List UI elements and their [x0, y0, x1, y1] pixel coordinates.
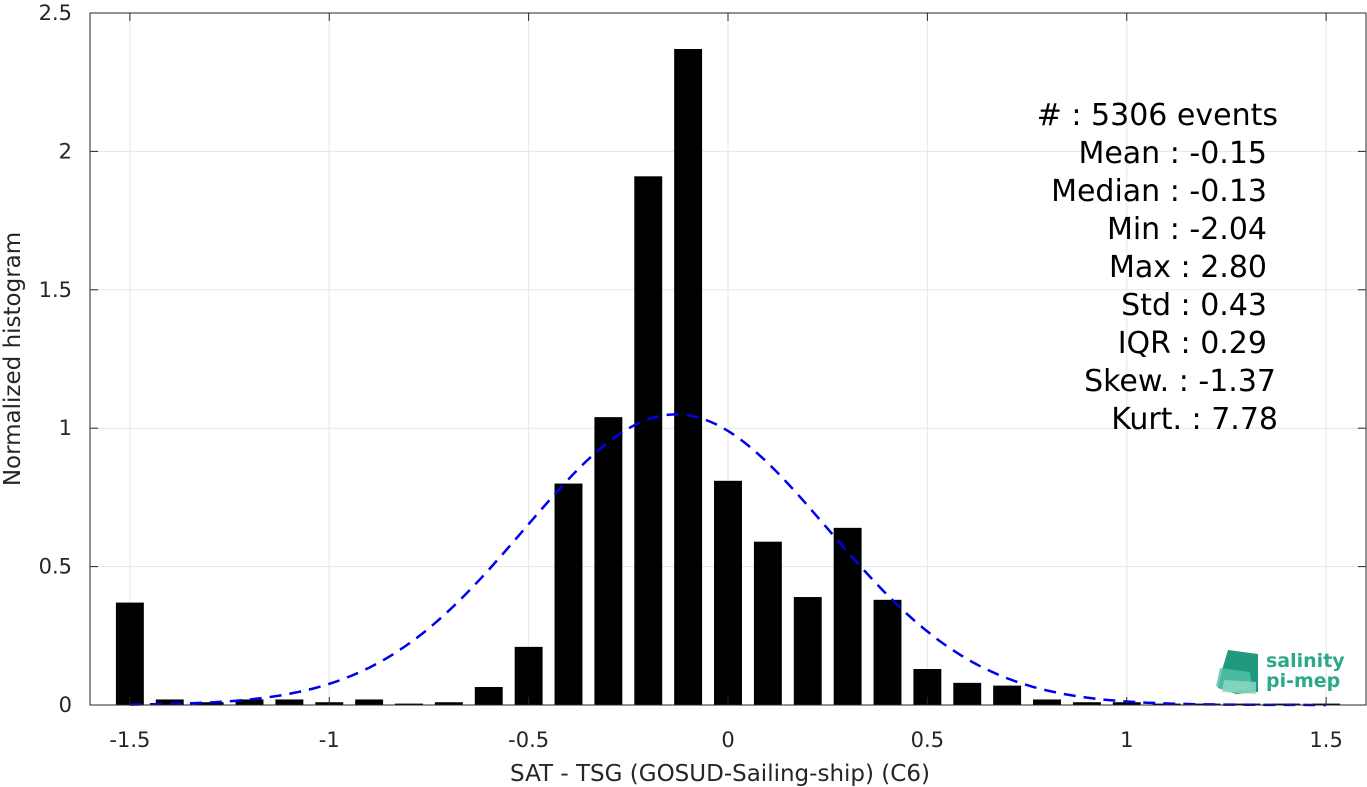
bar — [395, 703, 423, 705]
stat-min: Min : -2.04 — [1107, 212, 1267, 247]
stats-box: # : 5306 events Mean : -0.15 Median : -0… — [1037, 98, 1278, 437]
y-tick-labels: 0 0.5 1 1.5 2 2.5 — [39, 1, 72, 717]
x-tick-label: 1 — [1120, 728, 1133, 752]
x-tick-label: 1.5 — [1309, 728, 1342, 752]
stat-mean: Mean : -0.15 — [1078, 136, 1267, 171]
y-tick-label: 1.5 — [39, 278, 72, 302]
bar — [155, 699, 184, 705]
y-tick-label: 2 — [59, 139, 72, 163]
bar — [753, 541, 782, 705]
bars — [115, 48, 1341, 705]
bar — [235, 699, 264, 705]
stat-median: Median : -0.13 — [1051, 174, 1267, 209]
bar — [554, 483, 583, 705]
bar — [793, 597, 822, 705]
bar — [594, 417, 623, 705]
y-axis-label: Normalized histogram — [0, 232, 26, 486]
stat-skew: Skew. : -1.37 — [1084, 364, 1276, 399]
x-tick-label: 0 — [721, 728, 734, 752]
logo-line1: salinity — [1266, 650, 1345, 672]
bar — [434, 702, 463, 705]
bar — [993, 685, 1022, 705]
salinity-pi-mep-logo: salinity pi-mep — [1216, 650, 1345, 694]
y-tick-label: 0 — [59, 693, 72, 717]
stat-max: Max : 2.80 — [1109, 250, 1267, 285]
axes — [89, 12, 1367, 706]
bar — [115, 602, 144, 705]
y-tick-label: 1 — [59, 416, 72, 440]
x-tick-label: 0.5 — [911, 728, 944, 752]
y-tick-label: 0.5 — [39, 555, 72, 579]
bar — [195, 702, 224, 705]
bar — [1033, 699, 1061, 705]
bar — [833, 527, 862, 705]
stat-iqr: IQR : 0.29 — [1118, 326, 1267, 361]
bar — [275, 699, 304, 705]
bar — [1072, 702, 1101, 705]
logo-line2: pi-mep — [1266, 670, 1340, 692]
x-tick-label: -0.5 — [508, 728, 549, 752]
x-tick-label: -1.5 — [109, 728, 150, 752]
stat-std: Std : 0.43 — [1121, 288, 1267, 323]
stat-events: # : 5306 events — [1037, 98, 1278, 133]
x-tick-label: -1 — [319, 728, 340, 752]
x-tick-labels: -1.5 -1 -0.5 0 0.5 1 1.5 — [109, 728, 1342, 752]
bar — [873, 599, 902, 705]
bar — [714, 480, 742, 705]
logo-wave-icon-layer2 — [1222, 680, 1256, 694]
bar — [634, 176, 663, 705]
stat-kurt: Kurt. : 7.78 — [1111, 402, 1278, 437]
bar — [953, 682, 982, 705]
x-axis-label: SAT - TSG (GOSUD-Sailing-ship) (C6) — [510, 761, 930, 787]
bar — [514, 646, 543, 705]
bar — [674, 48, 703, 705]
bar — [474, 687, 503, 705]
bar — [355, 699, 384, 705]
y-tick-label: 2.5 — [39, 1, 72, 25]
